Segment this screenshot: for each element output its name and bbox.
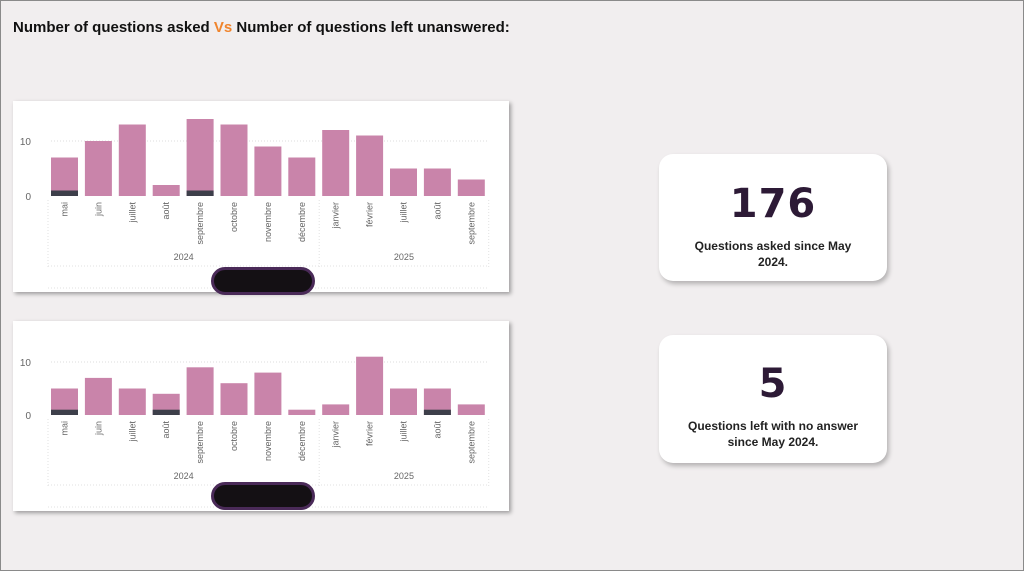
questions-unanswered-chart[interactable]: 0 10 mai juin juillet août septembre octobre nov… xyxy=(13,321,509,511)
bar-questions xyxy=(322,130,350,196)
kpi-value-asked: 176 xyxy=(729,181,817,227)
x-tick-label: octobre xyxy=(229,202,239,232)
bar-unanswered xyxy=(51,190,78,196)
x-tick-label: novembre xyxy=(263,202,273,242)
bar-questions xyxy=(457,179,485,196)
x-tick-label: septembre xyxy=(195,202,205,245)
kpi-value-unanswered: 5 xyxy=(758,361,788,407)
kpi-label-asked: Questions asked since May 2024. xyxy=(694,239,852,269)
bar-questions xyxy=(423,168,451,196)
y-tick-label: 0 xyxy=(25,192,31,203)
kpi-card-questions-asked: 176 Questions asked since May 2024. xyxy=(659,154,887,281)
x-tick-label: août xyxy=(161,421,171,439)
year-group-label: 2024 xyxy=(174,471,194,481)
x-tick-label: septembre xyxy=(466,421,476,464)
page-title: Number of questions asked Vs Number of q… xyxy=(13,19,510,36)
bar-questions xyxy=(356,356,384,415)
y-tick-label: 10 xyxy=(20,137,32,148)
year-group-label: 2024 xyxy=(174,252,194,262)
bar-questions xyxy=(288,409,316,415)
bar-questions xyxy=(220,124,248,196)
title-part1: Number of questions asked xyxy=(13,19,210,36)
x-tick-label: juillet xyxy=(127,421,137,443)
bar-questions xyxy=(390,388,417,415)
bar-unanswered xyxy=(186,190,214,196)
x-tick-label: octobre xyxy=(229,421,239,451)
year-group-label: 2025 xyxy=(394,252,414,262)
x-tick-label: décembre xyxy=(297,421,307,461)
x-tick-label: août xyxy=(161,202,171,220)
questions-asked-chart[interactable]: 0 10 mai juin juillet août septembre octobre nov… xyxy=(13,101,509,292)
title-vs: Vs xyxy=(213,19,233,36)
bar-questions xyxy=(254,146,282,196)
bar-questions xyxy=(356,135,384,196)
bar-questions xyxy=(118,124,146,196)
bar-questions xyxy=(186,367,214,415)
x-tick-label: décembre xyxy=(297,202,307,242)
bar-questions xyxy=(152,185,180,196)
bar-questions xyxy=(118,388,146,415)
bar-questions xyxy=(288,157,316,196)
title-part2: Number of questions left unanswered: xyxy=(236,19,510,36)
x-tick-label: février xyxy=(365,202,375,227)
x-tick-label: septembre xyxy=(195,421,205,464)
x-tick-label: janvier xyxy=(331,421,341,449)
x-tick-label: janvier xyxy=(331,202,341,230)
kpi-label-unanswered: Questions left with no answer since May … xyxy=(687,419,859,449)
x-tick-label: septembre xyxy=(466,202,476,245)
x-tick-label: février xyxy=(365,421,375,446)
x-tick-label: juillet xyxy=(127,202,137,224)
redacted-slicer-button[interactable] xyxy=(211,267,315,295)
x-tick-label: novembre xyxy=(263,421,273,461)
x-tick-label: juillet xyxy=(399,202,409,224)
bar-questions xyxy=(51,157,78,196)
x-tick-label: août xyxy=(432,421,442,439)
redacted-slicer-button[interactable] xyxy=(211,482,315,510)
kpi-card-questions-unanswered: 5 Questions left with no answer since Ma… xyxy=(659,335,887,463)
bar-unanswered xyxy=(152,409,180,415)
bar-questions xyxy=(84,377,112,415)
bar-questions xyxy=(84,141,112,196)
bar-questions xyxy=(220,383,248,415)
y-tick-label: 0 xyxy=(25,411,31,422)
questions-unanswered-chart-svg: 0 10 mai juin juillet août septembre octobre nov… xyxy=(20,356,490,508)
x-tick-label: juin xyxy=(93,421,103,436)
bar-unanswered xyxy=(51,409,78,415)
bar-questions xyxy=(186,119,214,196)
bar-unanswered xyxy=(423,409,451,415)
x-tick-label: mai xyxy=(60,202,70,217)
x-tick-label: juin xyxy=(93,202,103,217)
x-tick-label: mai xyxy=(60,421,70,436)
bar-questions xyxy=(457,404,485,415)
questions-asked-chart-svg: 0 10 mai juin juillet août septembre octobre nov… xyxy=(20,119,490,289)
year-group-label: 2025 xyxy=(394,471,414,481)
bar-questions xyxy=(254,372,282,415)
x-tick-label: juillet xyxy=(399,421,409,443)
bar-questions xyxy=(390,168,417,196)
x-tick-label: août xyxy=(432,202,442,220)
bar-questions xyxy=(322,404,350,415)
y-tick-label: 10 xyxy=(20,358,32,369)
